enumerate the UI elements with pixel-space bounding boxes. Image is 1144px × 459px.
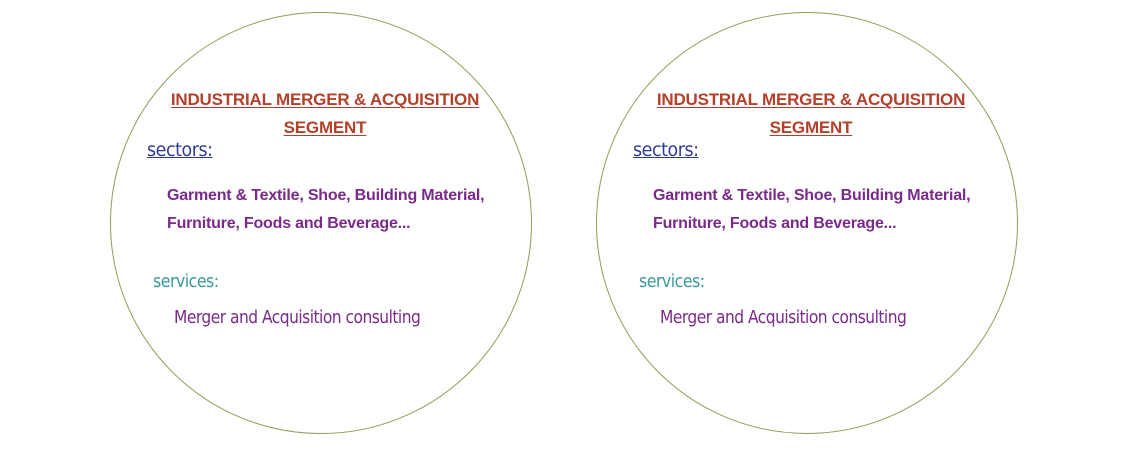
sectors-heading[interactable]: sectors: <box>633 139 699 161</box>
sectors-line1: Garment & Textile, Shoe, Building Materi… <box>167 187 485 204</box>
segment-title: INDUSTRIAL MERGER & ACQUISITION SEGMENT <box>636 86 986 142</box>
segment-panel-left: INDUSTRIAL MERGER & ACQUISITION SEGMENT … <box>110 12 537 434</box>
services-heading: services: <box>153 271 219 292</box>
circle-outline <box>110 12 532 434</box>
services-heading: services: <box>639 271 705 292</box>
sectors-list: Garment & Textile, Shoe, Building Materi… <box>653 182 1023 238</box>
segment-title-line2: SEGMENT <box>769 118 853 137</box>
segment-title: INDUSTRIAL MERGER & ACQUISITION SEGMENT <box>150 86 500 142</box>
services-text: Merger and Acquisition consulting <box>174 307 421 328</box>
services-text: Merger and Acquisition consulting <box>660 307 907 328</box>
sectors-line1: Garment & Textile, Shoe, Building Materi… <box>653 187 971 204</box>
circle-outline <box>596 12 1018 434</box>
segment-panel-right: INDUSTRIAL MERGER & ACQUISITION SEGMENT … <box>486 0 1058 459</box>
segment-title-line1: INDUSTRIAL MERGER & ACQUISITION <box>170 90 480 109</box>
segment-title-line2: SEGMENT <box>283 118 367 137</box>
segment-title-line1: INDUSTRIAL MERGER & ACQUISITION <box>656 90 966 109</box>
sectors-line2: Furniture, Foods and Beverage... <box>167 215 411 232</box>
sectors-list: Garment & Textile, Shoe, Building Materi… <box>167 182 537 238</box>
sectors-line2: Furniture, Foods and Beverage... <box>653 215 897 232</box>
sectors-heading[interactable]: sectors: <box>147 139 213 161</box>
